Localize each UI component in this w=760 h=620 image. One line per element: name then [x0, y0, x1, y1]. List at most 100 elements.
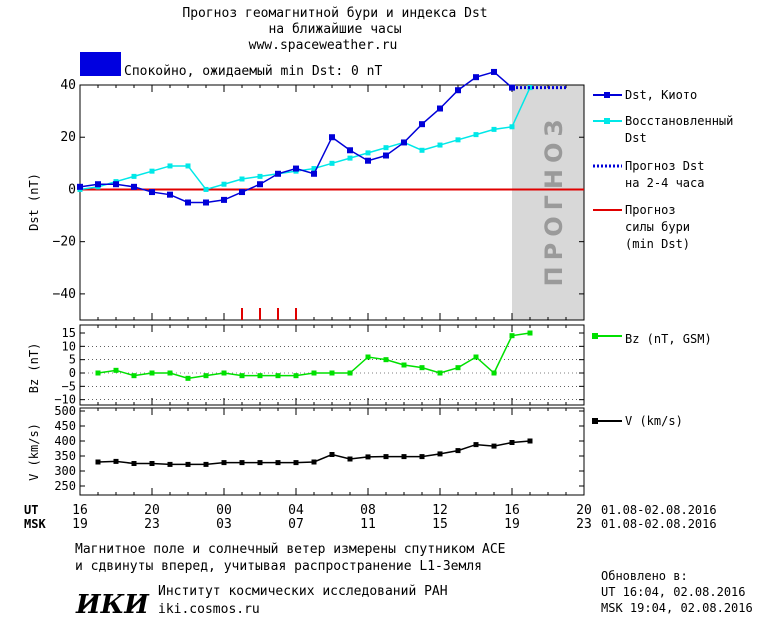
dst-kyoto-point: [473, 74, 479, 81]
dst-axis-title: Dst (nT): [27, 173, 41, 231]
bz-point: [221, 370, 227, 376]
y-tick-label: 5: [69, 353, 76, 367]
ut-tick-label: 12: [432, 503, 448, 518]
forecast-watermark: ПРОГНОЗ: [540, 114, 568, 287]
v-point: [113, 458, 119, 464]
forecast-region: [512, 85, 584, 320]
y-tick-label: 0: [69, 366, 76, 380]
bz-point: [257, 373, 263, 379]
iki-logo: ИКИ: [75, 590, 150, 620]
restored-dst-line: [79, 87, 531, 191]
y-tick-label: 0: [68, 182, 76, 197]
status-color-box: [80, 52, 121, 76]
bz-point: [473, 354, 479, 360]
bz-point: [365, 354, 371, 360]
v-point: [203, 461, 209, 467]
bz-point: [167, 370, 173, 376]
bz-point: [185, 375, 191, 381]
dst-kyoto-point: [509, 84, 515, 91]
v-point: [185, 461, 191, 467]
msk-date-range: 01.08-02.08.2016: [601, 517, 717, 531]
dst-kyoto-point: [149, 189, 155, 196]
dst-kyoto-point: [167, 191, 173, 198]
dst-kyoto-point: [77, 183, 83, 190]
ut-label: UT: [24, 503, 38, 517]
y-tick-label: −5: [62, 379, 76, 393]
v-point: [437, 451, 443, 457]
v-point: [419, 454, 425, 460]
y-tick-label: −40: [53, 287, 76, 302]
v-point: [149, 461, 155, 466]
restored-dst-point: [455, 137, 461, 143]
legend-v: V (km/s): [625, 414, 683, 428]
status-text: Спокойно, ожидаемый min Dst: 0 nT: [124, 64, 382, 79]
msk-tick-label: 19: [504, 517, 520, 532]
v-point: [509, 440, 515, 445]
y-tick-label: 15: [62, 326, 76, 340]
restored-dst-point: [491, 126, 497, 132]
legend-forecast-dst-2: на 2-4 часа: [625, 176, 704, 190]
v-point: [311, 459, 317, 465]
bz-point: [401, 362, 407, 368]
y-tick-label: −10: [54, 393, 76, 407]
v-point: [221, 460, 227, 466]
chart-marks: [77, 68, 584, 467]
dst-kyoto-point: [203, 199, 209, 206]
v-point: [131, 461, 137, 466]
dst-kyoto-point: [311, 170, 317, 177]
v-point: [347, 456, 353, 462]
y-tick-label: 40: [60, 78, 76, 93]
restored-dst-point: [131, 173, 137, 179]
y-tick-label: 500: [54, 404, 76, 418]
bz-point: [491, 370, 497, 376]
bz-point: [95, 370, 101, 376]
ut-tick-label: 04: [288, 503, 304, 518]
restored-dst-point: [185, 163, 191, 169]
legend-storm-2: силы бури: [625, 220, 690, 234]
bz-point: [275, 373, 281, 379]
updated-label: Обновлено в:: [601, 569, 688, 583]
dst-kyoto-point: [455, 87, 461, 94]
y-tick-label: 20: [60, 130, 76, 145]
legend-restored-1: Восстановленный: [625, 114, 733, 128]
restored-dst-point: [203, 186, 209, 192]
dst-kyoto-point: [347, 147, 353, 154]
restored-dst-point: [419, 147, 425, 153]
v-axis-title: V (km/s): [27, 423, 41, 481]
bz-point: [131, 373, 137, 379]
panel-frame: [79, 84, 585, 321]
bz-point: [455, 365, 461, 371]
bz-point: [509, 333, 515, 339]
restored-dst-point: [383, 145, 389, 151]
restored-dst-point: [149, 168, 155, 174]
dst-kyoto-point: [365, 157, 371, 164]
restored-dst-point: [437, 142, 443, 148]
bz-point: [311, 370, 317, 376]
org-site: iki.cosmos.ru: [158, 602, 260, 617]
y-tick-label: 300: [54, 464, 76, 478]
bz-point: [293, 373, 299, 379]
legend-bz-marker: [592, 333, 598, 339]
updated-ut: UT 16:04, 02.08.2016: [601, 585, 746, 599]
legend-storm-3: (min Dst): [625, 237, 690, 251]
org-name: Институт космических исследований РАН: [158, 584, 448, 599]
ut-tick-label: 20: [144, 503, 160, 518]
v-point: [95, 459, 101, 465]
footer-note-1: Магнитное поле и солнечный ветер измерен…: [75, 542, 505, 557]
v-point: [527, 438, 533, 444]
y-tick-label: 350: [54, 449, 76, 463]
dst-kyoto-point: [185, 199, 191, 206]
bz-point: [527, 330, 533, 336]
restored-dst-point: [347, 155, 353, 161]
legend-bz: Bz (nT, GSM): [625, 332, 712, 346]
msk-label: MSK: [24, 517, 46, 531]
dst-kyoto-point: [419, 121, 425, 128]
v-point: [491, 443, 497, 449]
panel-frame: [79, 324, 585, 406]
bz-point: [203, 373, 209, 379]
dst-kyoto-point: [293, 165, 299, 172]
dst-kyoto-point: [401, 139, 407, 146]
y-tick-label: 250: [54, 479, 76, 493]
msk-tick-label: 23: [144, 517, 160, 532]
